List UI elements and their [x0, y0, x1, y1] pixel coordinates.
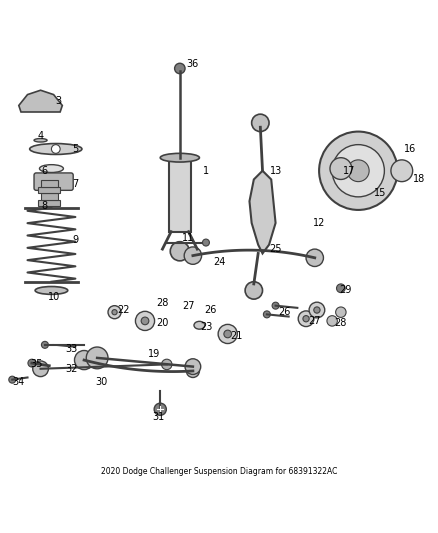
Bar — [39, 187, 60, 193]
Text: 24: 24 — [213, 257, 225, 267]
Text: 9: 9 — [72, 236, 78, 245]
Circle shape — [112, 310, 117, 315]
Ellipse shape — [30, 143, 82, 155]
Text: 36: 36 — [187, 59, 199, 69]
Circle shape — [306, 249, 323, 266]
Text: 35: 35 — [30, 359, 42, 369]
Text: 20: 20 — [156, 318, 169, 328]
Text: 29: 29 — [339, 286, 351, 295]
Text: 28: 28 — [156, 298, 169, 309]
Ellipse shape — [34, 139, 47, 142]
Text: 8: 8 — [42, 200, 48, 211]
Text: 11: 11 — [182, 233, 194, 243]
Text: 31: 31 — [152, 411, 164, 422]
Circle shape — [108, 305, 121, 319]
Circle shape — [42, 341, 48, 349]
Text: 3: 3 — [55, 96, 61, 106]
Text: 19: 19 — [148, 349, 160, 359]
Text: 23: 23 — [200, 322, 212, 333]
Text: 22: 22 — [117, 305, 130, 315]
Polygon shape — [19, 90, 62, 112]
Text: 2020 Dodge Challenger Suspension Diagram for 68391322AC: 2020 Dodge Challenger Suspension Diagram… — [101, 466, 337, 475]
FancyBboxPatch shape — [34, 173, 73, 190]
Circle shape — [135, 311, 155, 330]
Circle shape — [218, 325, 237, 344]
Circle shape — [28, 359, 36, 367]
Circle shape — [252, 114, 269, 132]
Text: 27: 27 — [182, 301, 195, 311]
Text: 4: 4 — [38, 131, 44, 141]
Circle shape — [303, 316, 309, 322]
Circle shape — [74, 351, 94, 370]
Circle shape — [336, 284, 345, 293]
Bar — [41, 193, 58, 200]
Text: 17: 17 — [343, 166, 356, 176]
Text: 6: 6 — [42, 166, 48, 176]
Circle shape — [141, 317, 149, 325]
Text: 5: 5 — [72, 144, 78, 154]
Text: 1: 1 — [203, 166, 209, 176]
Circle shape — [298, 311, 314, 327]
Circle shape — [272, 302, 279, 309]
Text: 10: 10 — [47, 292, 60, 302]
Circle shape — [309, 302, 325, 318]
Text: 12: 12 — [313, 218, 325, 228]
Circle shape — [330, 158, 352, 180]
Circle shape — [202, 239, 209, 246]
Bar — [41, 180, 58, 187]
Polygon shape — [250, 171, 276, 254]
Text: 32: 32 — [65, 364, 77, 374]
Text: 26: 26 — [278, 307, 290, 317]
Circle shape — [245, 282, 262, 299]
Circle shape — [263, 311, 270, 318]
Circle shape — [391, 160, 413, 182]
Circle shape — [170, 241, 189, 261]
Circle shape — [319, 132, 397, 210]
Ellipse shape — [39, 165, 64, 173]
Circle shape — [185, 359, 201, 375]
Circle shape — [86, 347, 108, 369]
Text: 13: 13 — [269, 166, 282, 176]
Circle shape — [33, 361, 48, 377]
Text: 7: 7 — [72, 179, 78, 189]
Circle shape — [9, 376, 16, 383]
Circle shape — [347, 160, 369, 182]
Circle shape — [154, 403, 166, 415]
Circle shape — [224, 330, 232, 338]
Text: 16: 16 — [404, 144, 417, 154]
Circle shape — [162, 359, 172, 370]
Bar — [169, 158, 191, 232]
Circle shape — [336, 307, 346, 318]
Text: 33: 33 — [65, 344, 77, 354]
Text: 28: 28 — [335, 318, 347, 328]
Ellipse shape — [160, 154, 199, 162]
Circle shape — [186, 365, 199, 377]
Circle shape — [314, 307, 320, 313]
Ellipse shape — [35, 287, 68, 294]
Circle shape — [175, 63, 185, 74]
Text: 34: 34 — [13, 377, 25, 387]
Circle shape — [51, 144, 60, 154]
Text: 21: 21 — [230, 331, 243, 341]
Circle shape — [184, 247, 201, 264]
Text: 15: 15 — [374, 188, 386, 198]
Ellipse shape — [194, 321, 205, 329]
Text: 26: 26 — [204, 305, 216, 315]
Bar — [39, 200, 60, 206]
Text: 27: 27 — [308, 316, 321, 326]
Text: 18: 18 — [413, 174, 425, 184]
Text: 25: 25 — [269, 244, 282, 254]
Circle shape — [327, 316, 337, 326]
Text: 30: 30 — [95, 377, 108, 387]
Circle shape — [332, 144, 385, 197]
